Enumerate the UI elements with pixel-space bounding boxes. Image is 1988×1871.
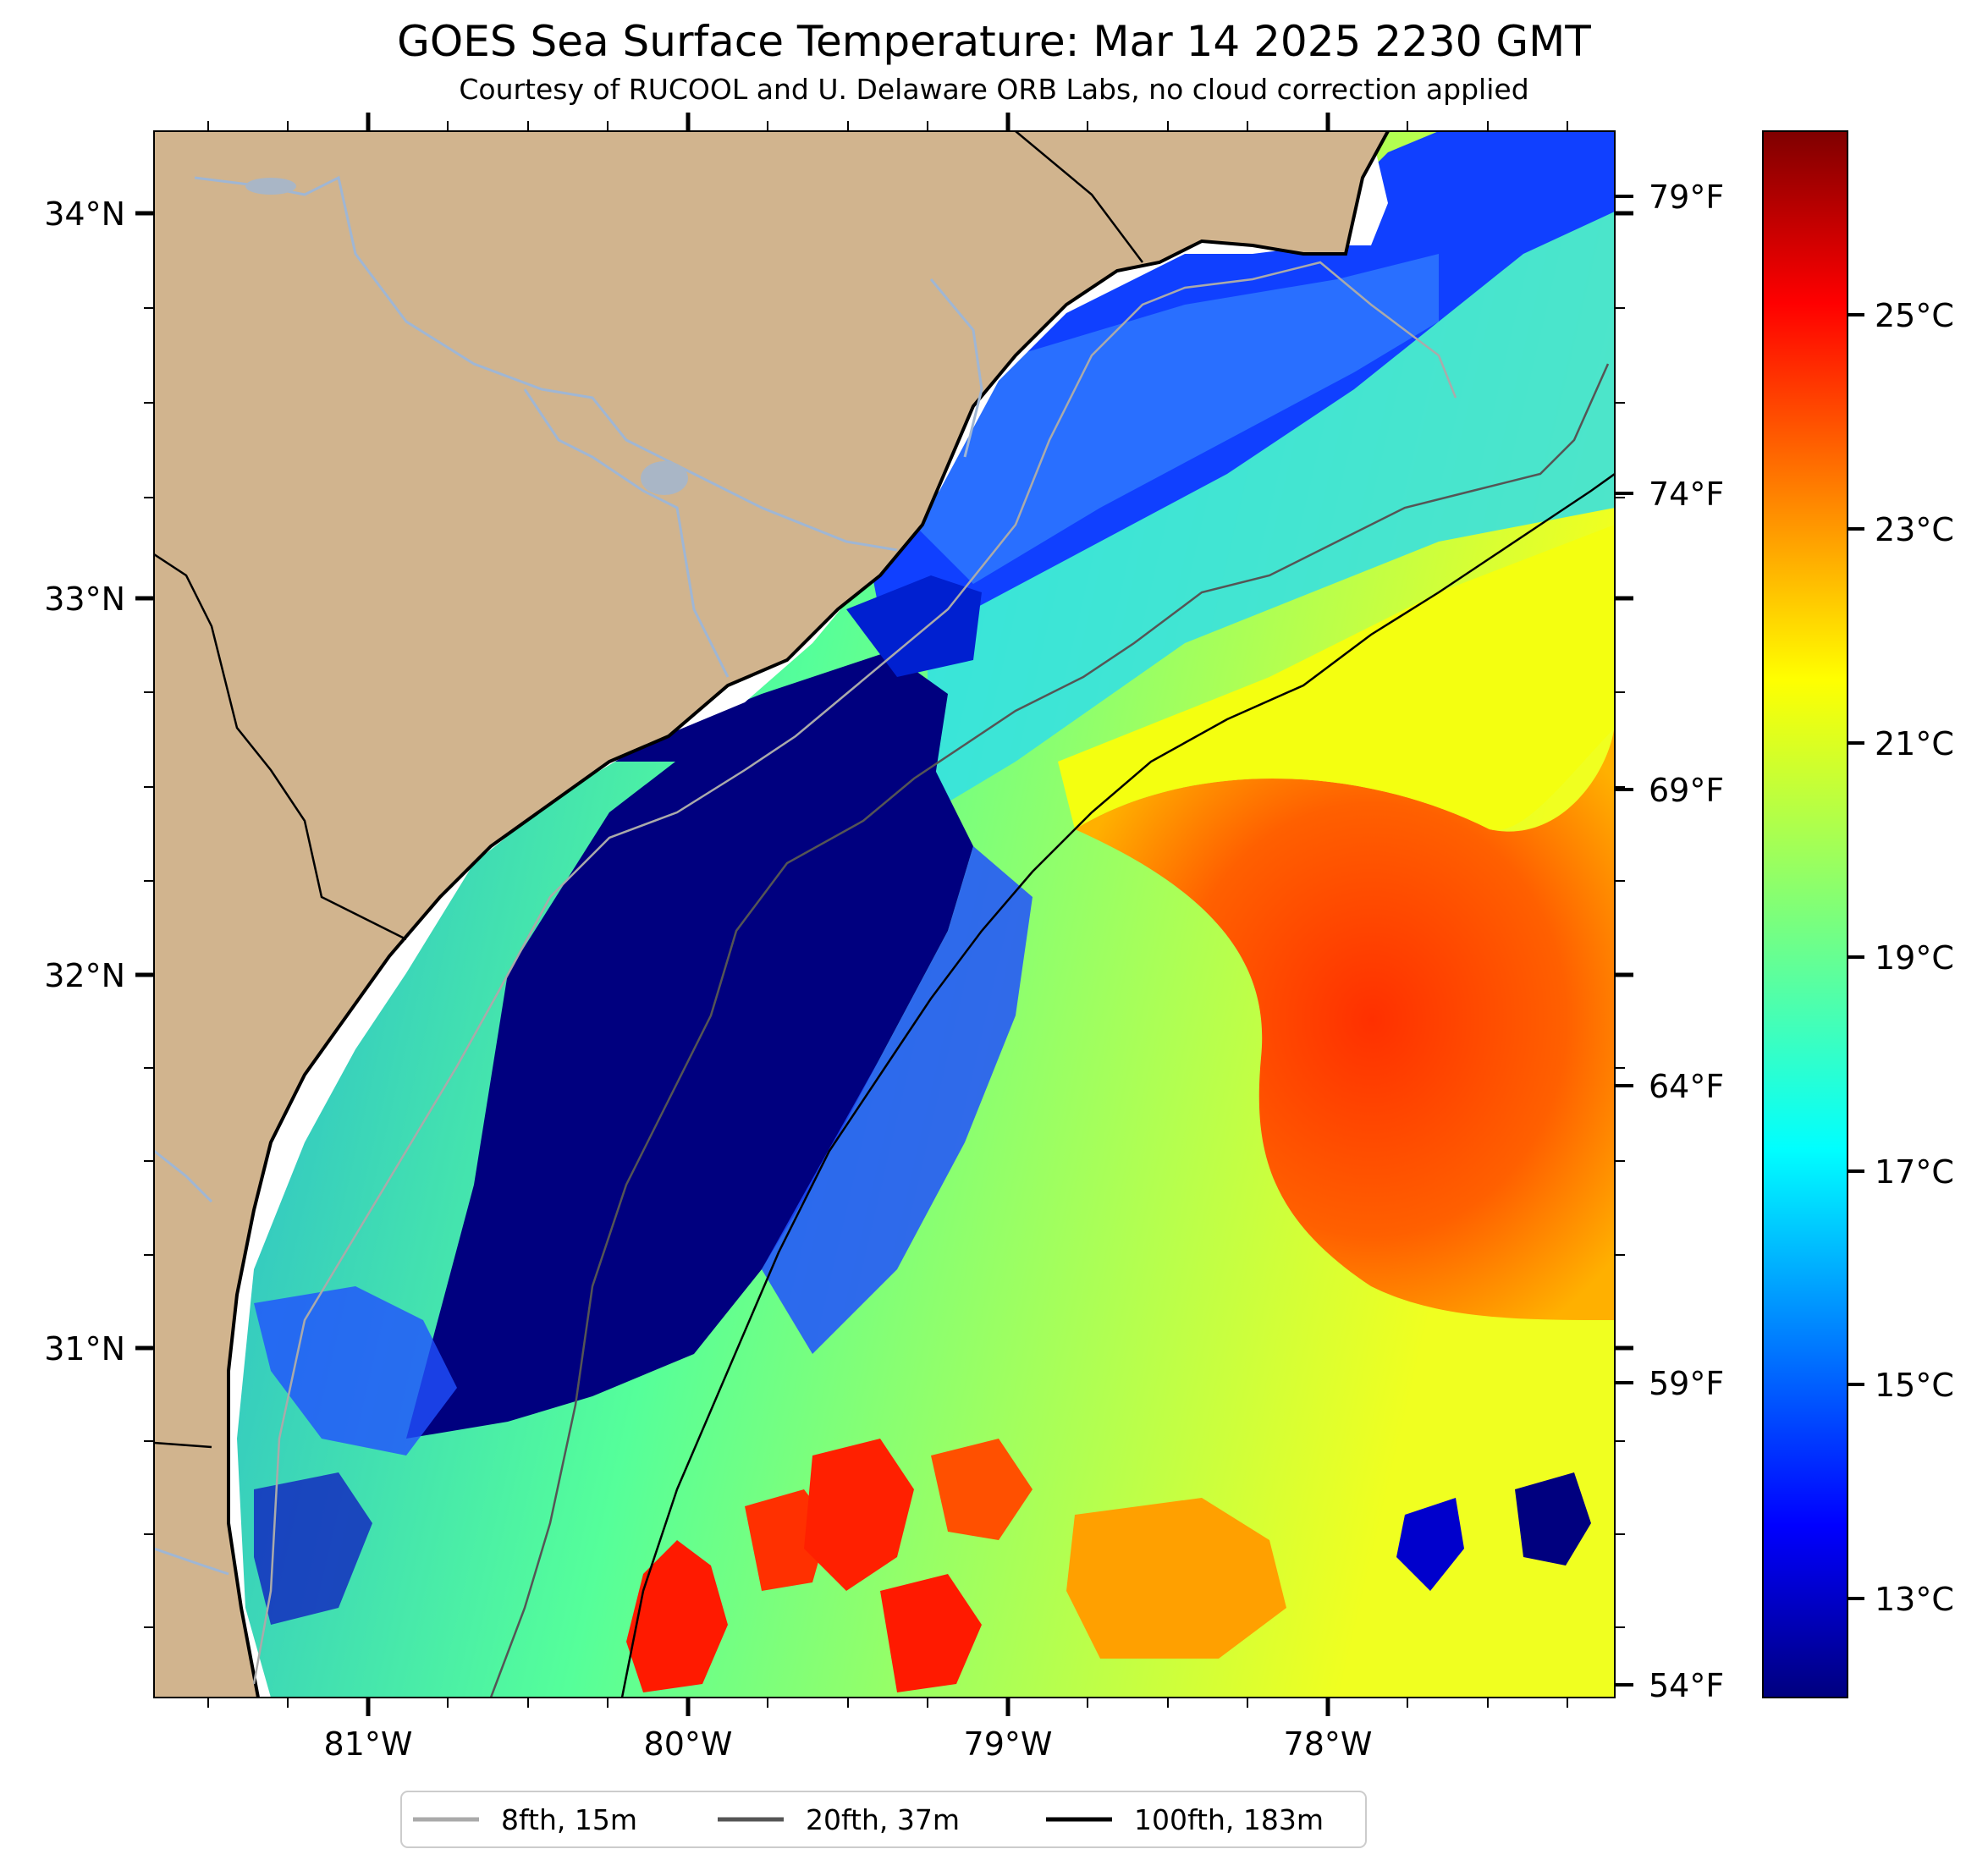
cold-fringe: [762, 846, 1033, 1354]
cool-shelf-water: [922, 169, 1615, 812]
lat-label-33: 33°N: [44, 581, 125, 618]
map-area: [154, 131, 1615, 1698]
orange-patch: [1066, 1498, 1286, 1659]
lake-marion: [641, 461, 688, 495]
transition-water: [897, 254, 1439, 584]
state-border-nc-sc: [1015, 131, 1143, 263]
lat-major-ticks: [135, 211, 154, 1351]
warm-yellow-band: [1058, 525, 1615, 830]
cold-patch: [846, 575, 982, 677]
fahrenheit-label-69: 69°F: [1649, 772, 1724, 809]
fahrenheit-label-54: 54°F: [1649, 1667, 1724, 1704]
gulf-stream-warm-core: [1075, 719, 1615, 1320]
cold-shelf-water: [406, 728, 973, 1439]
lon-label-78: 78°W: [1284, 1725, 1373, 1763]
warm-patch-5: [931, 1439, 1033, 1540]
fahrenheit-scale: 79°F 74°F 69°F 64°F 59°F 54°F: [1615, 179, 1724, 1704]
lon-label-80: 80°W: [644, 1725, 733, 1763]
lat-labels: 34°N 33°N 32°N 31°N: [44, 195, 125, 1367]
celsius-label-15: 15°C: [1875, 1367, 1954, 1404]
lake-north: [245, 178, 296, 195]
fahrenheit-label-64: 64°F: [1649, 1068, 1724, 1105]
celsius-label-23: 23°C: [1875, 511, 1954, 548]
legend-label-20fth: 20fth, 37m: [806, 1803, 960, 1836]
lat-label-34: 34°N: [44, 195, 125, 233]
river-2: [523, 388, 730, 678]
colorbar: [1762, 130, 1848, 1698]
warm-patch-3: [804, 1439, 914, 1591]
lat-minor-ticks: [144, 307, 154, 1628]
warm-patch-4: [880, 1574, 982, 1692]
celsius-label-13: 13°C: [1875, 1581, 1954, 1618]
lon-minor-ticks-top: [207, 121, 1568, 131]
lon-major-ticks-top: [366, 113, 1330, 131]
lon-labels: 81°W 80°W 79°W 78°W: [324, 1725, 1373, 1763]
lon-major-ticks: [366, 1698, 1330, 1716]
state-border-ga-sc: [154, 553, 407, 941]
coastline: [227, 131, 1390, 1698]
celsius-label-17: 17°C: [1875, 1153, 1954, 1191]
cold-eddy-2: [1515, 1472, 1591, 1566]
lat-label-32: 32°N: [44, 957, 125, 994]
fahrenheit-label-74: 74°F: [1649, 476, 1724, 513]
cold-eddy-1: [1396, 1498, 1464, 1591]
legend-label-8fth: 8fth, 15m: [501, 1803, 637, 1836]
lat-label-31: 31°N: [44, 1330, 125, 1367]
state-border-fl-ga: [154, 1441, 212, 1449]
celsius-labels: 25°C 23°C 21°C 19°C 17°C 15°C 13°C: [1875, 297, 1954, 1618]
coastal-cool-south-2: [254, 1472, 372, 1625]
isobath-legend: 8fth, 15m 20fth, 37m 100fth, 183m: [400, 1791, 1367, 1848]
map-frame: [153, 130, 1616, 1698]
river-1: [194, 175, 898, 552]
celsius-label-19: 19°C: [1875, 939, 1954, 977]
lon-label-79: 79°W: [964, 1725, 1053, 1763]
river-5: [154, 1547, 229, 1576]
isobath-8fth: [252, 261, 1457, 1685]
cold-shelf-water-north: [592, 652, 948, 804]
land-mass: [154, 131, 1388, 1698]
lat-major-ticks-right: [1615, 211, 1633, 1351]
isobath-20fth: [489, 363, 1610, 1698]
warm-patch-1: [626, 1540, 728, 1692]
fahrenheit-label-79: 79°F: [1649, 179, 1724, 216]
map-title: GOES Sea Surface Temperature: Mar 14 202…: [397, 17, 1591, 66]
lon-minor-ticks: [207, 1698, 1568, 1708]
map-subtitle: Courtesy of RUCOOL and U. Delaware ORB L…: [459, 73, 1529, 106]
lon-label-81: 81°W: [324, 1725, 413, 1763]
fahrenheit-label-59: 59°F: [1649, 1365, 1724, 1402]
legend-box: [400, 1791, 1367, 1848]
lat-minor-ticks-right: [1615, 307, 1625, 1628]
river-4: [154, 1149, 213, 1203]
isobath-100fth: [620, 472, 1615, 1698]
river-3: [929, 278, 983, 458]
celsius-label-25: 25°C: [1875, 297, 1954, 334]
celsius-label-21: 21°C: [1875, 725, 1954, 762]
colorbar-ticks: [1848, 313, 1864, 1600]
coastal-cool-south: [254, 1286, 457, 1456]
legend-label-100fth: 100fth, 183m: [1134, 1803, 1324, 1836]
